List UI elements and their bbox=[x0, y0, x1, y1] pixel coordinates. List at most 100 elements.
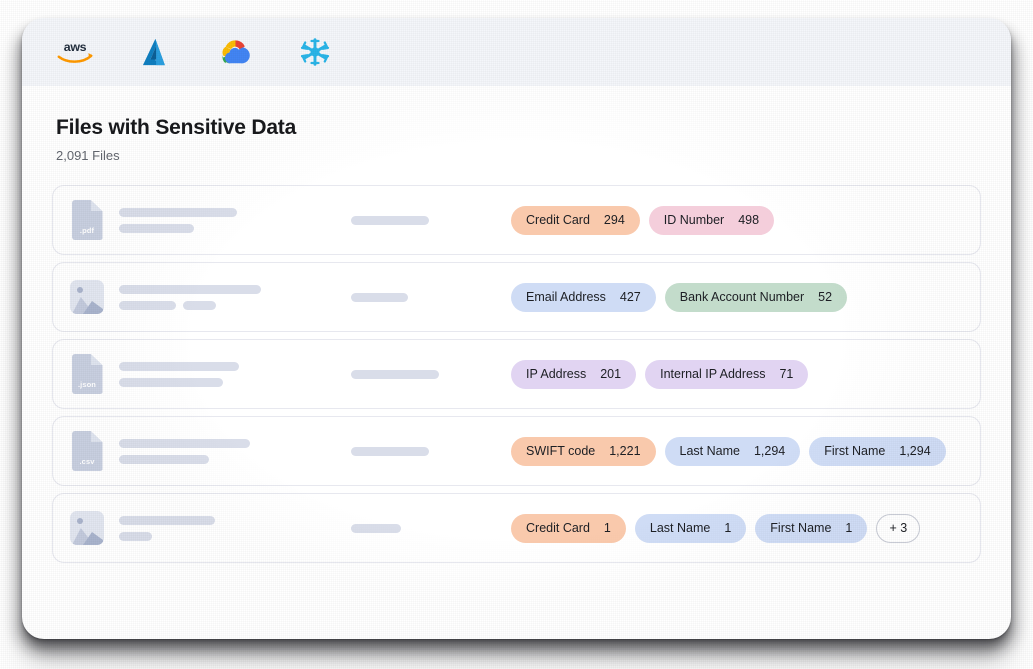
data-type-tag-label: Email Address bbox=[526, 290, 606, 304]
skeleton-line-primary bbox=[119, 438, 250, 448]
file-name-placeholder bbox=[107, 207, 351, 233]
sensitive-data-tags: SWIFT code 1,221 Last Name 1,294 First Name 1… bbox=[511, 436, 966, 466]
document-fold-corner bbox=[90, 354, 103, 366]
file-name-placeholder bbox=[107, 284, 351, 310]
skeleton-line-meta bbox=[351, 292, 408, 302]
file-json-icon: .json bbox=[71, 354, 103, 394]
skeleton-line-meta bbox=[351, 215, 429, 225]
document-fold-corner bbox=[90, 431, 103, 443]
file-icon-wrap: .json bbox=[67, 352, 107, 396]
data-type-tag-count: 1 bbox=[724, 521, 732, 535]
skeleton-line-secondary-extra bbox=[183, 300, 216, 310]
file-meta-placeholder bbox=[351, 523, 511, 533]
data-type-tag[interactable]: Credit Card 1 bbox=[511, 513, 626, 543]
file-row[interactable]: Email Address 427 Bank Account Number 52 bbox=[52, 262, 981, 332]
file-row[interactable]: .pdf Credit Card 294 ID Number 498 bbox=[52, 185, 981, 255]
data-type-tag[interactable]: Last Name 1 bbox=[634, 513, 747, 543]
data-type-tag-label: ID Number bbox=[663, 213, 725, 227]
data-type-tag-count: 201 bbox=[600, 367, 622, 381]
skeleton-line-secondary bbox=[119, 377, 223, 387]
data-type-tag-label: Credit Card bbox=[526, 213, 590, 227]
file-image-icon bbox=[70, 280, 104, 314]
file-row[interactable]: Credit Card 1 Last Name 1 First Name 1 + 3 bbox=[52, 493, 981, 563]
svg-text:aws: aws bbox=[64, 40, 87, 54]
tag-overflow-badge[interactable]: + 3 bbox=[876, 513, 921, 543]
file-meta-placeholder bbox=[351, 292, 511, 302]
file-meta-placeholder bbox=[351, 215, 511, 225]
data-type-tag-label: Last Name bbox=[649, 521, 711, 535]
page-title: Files with Sensitive Data bbox=[56, 116, 297, 139]
file-extension-label: .json bbox=[77, 380, 96, 389]
data-type-tag-count: 52 bbox=[818, 290, 833, 304]
skeleton-line-secondary bbox=[119, 454, 209, 464]
file-list: .pdf Credit Card 294 ID Number 498 Email Addr… bbox=[52, 185, 981, 563]
data-type-tag[interactable]: Internal IP Address 71 bbox=[645, 359, 809, 389]
data-type-tag-count: 1 bbox=[603, 521, 611, 535]
file-count-label: 2,091 Files bbox=[56, 148, 120, 163]
data-type-tag[interactable]: ID Number 498 bbox=[648, 205, 775, 235]
aws-logo[interactable]: aws bbox=[54, 31, 96, 73]
file-icon-wrap: .csv bbox=[67, 429, 107, 473]
data-type-tag[interactable]: Last Name 1,294 bbox=[664, 436, 801, 466]
file-icon-wrap bbox=[67, 506, 107, 550]
skeleton-line-secondary bbox=[119, 223, 194, 233]
skeleton-line-meta bbox=[351, 446, 429, 456]
file-name-placeholder bbox=[107, 515, 351, 541]
data-type-tag-count: 427 bbox=[619, 290, 641, 304]
data-type-tag[interactable]: SWIFT code 1,221 bbox=[511, 436, 656, 466]
skeleton-line-secondary bbox=[119, 531, 152, 541]
skeleton-line-secondary-group bbox=[119, 300, 351, 310]
skeleton-line-primary bbox=[119, 361, 239, 371]
image-icon-dot bbox=[77, 518, 83, 524]
data-type-tag-count: 498 bbox=[738, 213, 760, 227]
skeleton-line-secondary-group bbox=[119, 223, 351, 233]
skeleton-line-secondary bbox=[119, 300, 176, 310]
data-type-tag-count: 1,221 bbox=[609, 444, 641, 458]
file-icon-wrap: .pdf bbox=[67, 198, 107, 242]
file-name-placeholder bbox=[107, 361, 351, 387]
skeleton-line-secondary-group bbox=[119, 531, 351, 541]
sensitive-data-tags: Credit Card 294 ID Number 498 bbox=[511, 205, 966, 235]
sensitive-data-tags: Credit Card 1 Last Name 1 First Name 1 + 3 bbox=[511, 513, 966, 543]
cloud-provider-bar: aws bbox=[22, 18, 1011, 86]
skeleton-line-secondary-group bbox=[119, 377, 351, 387]
file-name-placeholder bbox=[107, 438, 351, 464]
file-extension-label: .pdf bbox=[79, 226, 95, 235]
data-type-tag[interactable]: IP Address 201 bbox=[511, 359, 637, 389]
data-type-tag[interactable]: First Name 1 bbox=[755, 513, 868, 543]
snowflake-logo[interactable] bbox=[294, 31, 336, 73]
app-window: aws bbox=[22, 18, 1011, 639]
data-type-tag-label: Internal IP Address bbox=[660, 367, 766, 381]
google-cloud-logo[interactable] bbox=[214, 31, 256, 73]
data-type-tag[interactable]: Credit Card 294 bbox=[511, 205, 640, 235]
data-type-tag-count: 1,294 bbox=[753, 444, 786, 458]
skeleton-line-primary bbox=[119, 515, 215, 525]
skeleton-line-meta bbox=[351, 369, 439, 379]
image-icon-dot bbox=[77, 287, 83, 293]
skeleton-line-meta bbox=[351, 523, 401, 533]
azure-logo[interactable] bbox=[134, 31, 176, 73]
data-type-tag[interactable]: First Name 1,294 bbox=[809, 436, 946, 466]
data-type-tag-count: 1 bbox=[845, 521, 853, 535]
file-image-icon bbox=[70, 511, 104, 545]
data-type-tag-count: 294 bbox=[603, 213, 625, 227]
file-extension-label: .csv bbox=[79, 457, 95, 466]
data-type-tag[interactable]: Bank Account Number 52 bbox=[664, 282, 848, 312]
data-type-tag-label: Credit Card bbox=[526, 521, 590, 535]
skeleton-line-primary bbox=[119, 207, 237, 217]
file-icon-wrap bbox=[67, 275, 107, 319]
data-type-tag-count: 1,294 bbox=[899, 444, 931, 458]
data-type-tag[interactable]: Email Address 427 bbox=[511, 282, 656, 312]
file-row[interactable]: .json IP Address 201 Internal IP Address 71 bbox=[52, 339, 981, 409]
data-type-tag-label: Bank Account Number bbox=[679, 290, 805, 304]
data-type-tag-label: IP Address bbox=[526, 367, 587, 381]
file-pdf-icon: .pdf bbox=[71, 200, 103, 240]
heading-block: Files with Sensitive Data 2,091 Files bbox=[22, 86, 1011, 163]
data-type-tag-label: Last Name bbox=[679, 444, 740, 458]
document-fold-corner bbox=[90, 200, 103, 212]
sensitive-data-tags: IP Address 201 Internal IP Address 71 bbox=[511, 359, 966, 389]
file-meta-placeholder bbox=[351, 369, 511, 379]
sensitive-data-tags: Email Address 427 Bank Account Number 52 bbox=[511, 282, 966, 312]
skeleton-line-secondary-group bbox=[119, 454, 351, 464]
file-row[interactable]: .csv SWIFT code 1,221 Last Name 1,294 First N… bbox=[52, 416, 981, 486]
